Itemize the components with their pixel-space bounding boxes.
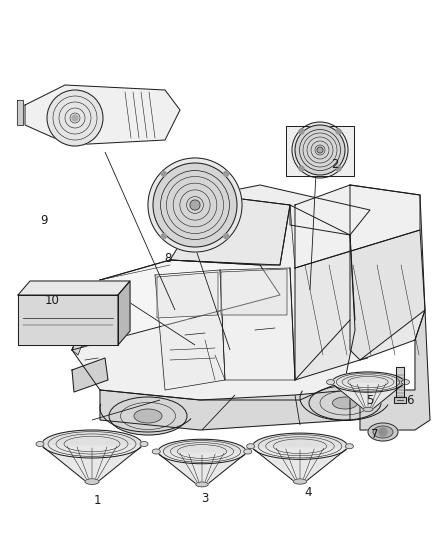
Polygon shape [18,295,118,345]
Circle shape [224,233,229,239]
Circle shape [153,163,237,247]
Ellipse shape [402,379,410,385]
Ellipse shape [252,433,347,459]
Text: 5: 5 [366,393,374,407]
Circle shape [161,233,166,239]
Polygon shape [396,367,404,397]
Circle shape [47,90,103,146]
Ellipse shape [244,449,252,454]
Ellipse shape [373,426,393,438]
Ellipse shape [363,407,373,411]
Circle shape [317,147,323,153]
Text: 2: 2 [331,158,339,172]
Text: 1: 1 [93,494,101,506]
Ellipse shape [42,430,142,458]
Polygon shape [17,100,23,125]
Polygon shape [332,384,404,409]
Polygon shape [72,280,105,355]
Circle shape [336,129,341,134]
Polygon shape [18,281,130,295]
Polygon shape [210,185,370,235]
Circle shape [379,428,387,436]
Text: 9: 9 [40,214,48,227]
Circle shape [72,115,78,121]
Ellipse shape [332,397,357,409]
Polygon shape [162,318,225,385]
Ellipse shape [293,479,307,484]
Polygon shape [42,446,142,482]
Circle shape [299,129,304,134]
Circle shape [161,171,166,176]
Polygon shape [158,453,246,484]
Polygon shape [360,310,430,430]
Text: 10: 10 [45,294,60,306]
Ellipse shape [332,372,404,392]
Ellipse shape [368,423,398,441]
Polygon shape [295,185,420,268]
Polygon shape [25,85,180,145]
Ellipse shape [309,386,381,420]
Polygon shape [72,358,108,392]
Ellipse shape [346,444,353,449]
Ellipse shape [158,439,246,464]
Ellipse shape [327,379,335,385]
Text: 8: 8 [164,252,172,264]
Text: 3: 3 [201,491,208,505]
Text: 4: 4 [304,487,312,499]
Polygon shape [72,260,280,350]
Polygon shape [72,205,355,400]
Circle shape [292,122,348,178]
Ellipse shape [109,397,187,435]
Ellipse shape [85,479,99,484]
Polygon shape [118,281,130,345]
Ellipse shape [134,409,162,423]
Ellipse shape [196,482,208,487]
Circle shape [224,171,229,176]
Polygon shape [394,397,406,403]
Circle shape [190,200,200,210]
Text: 6: 6 [406,393,414,407]
Circle shape [299,166,304,171]
Circle shape [295,125,345,175]
Polygon shape [252,448,347,481]
Ellipse shape [247,444,254,449]
Polygon shape [295,230,425,380]
Ellipse shape [140,441,148,447]
Circle shape [148,158,242,252]
Polygon shape [157,272,218,318]
Polygon shape [170,195,290,265]
Text: 7: 7 [371,429,379,441]
Polygon shape [221,269,287,315]
Ellipse shape [152,449,160,454]
Circle shape [336,166,341,171]
Ellipse shape [36,441,44,447]
Polygon shape [350,185,425,360]
Polygon shape [100,390,350,430]
Polygon shape [286,126,354,176]
